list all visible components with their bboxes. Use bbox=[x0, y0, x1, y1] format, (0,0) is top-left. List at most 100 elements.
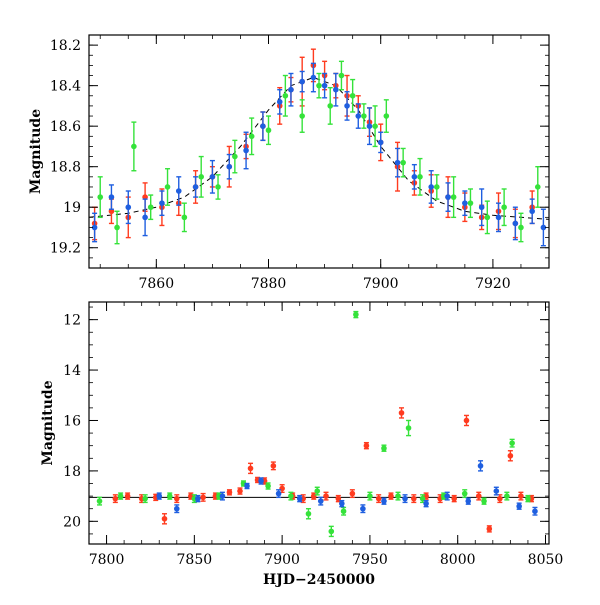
data-point-blue bbox=[276, 99, 283, 105]
data-point-blue bbox=[209, 174, 216, 180]
data-point-blue bbox=[360, 505, 366, 512]
data-point-blue bbox=[173, 505, 180, 512]
data-point-green bbox=[405, 425, 412, 431]
data-point-red bbox=[173, 495, 180, 502]
y-tick-label: 14 bbox=[63, 363, 81, 379]
data-point-blue bbox=[156, 493, 163, 499]
data-point-blue bbox=[195, 495, 201, 502]
data-point-green bbox=[147, 204, 154, 211]
data-point-blue bbox=[219, 493, 226, 499]
data-point-green bbox=[400, 159, 406, 166]
data-point-green bbox=[96, 498, 103, 504]
data-point-red bbox=[363, 442, 370, 449]
data-point-blue bbox=[243, 147, 249, 154]
data-point-red bbox=[237, 488, 243, 494]
data-point-green bbox=[114, 224, 120, 231]
data-point-blue bbox=[339, 500, 345, 507]
data-point-green bbox=[481, 498, 487, 504]
data-point-green bbox=[265, 483, 271, 489]
data-point-blue bbox=[381, 498, 387, 504]
data-point-green bbox=[461, 490, 468, 497]
model-curve bbox=[89, 76, 549, 220]
data-point-blue bbox=[159, 200, 165, 206]
data-point-red bbox=[247, 465, 254, 472]
y-tick-label: 18.8 bbox=[50, 160, 81, 176]
bottom-x-axis-label: HJD−2450000 bbox=[263, 572, 375, 588]
x-tick-label: 7920 bbox=[475, 276, 511, 292]
data-point-red bbox=[475, 493, 482, 499]
data-point-green bbox=[383, 113, 390, 119]
y-tick-label: 18.2 bbox=[50, 38, 81, 54]
data-point-green bbox=[316, 82, 322, 89]
data-point-green bbox=[361, 113, 367, 119]
data-point-blue bbox=[192, 184, 199, 190]
x-tick-label: 7900 bbox=[264, 552, 300, 568]
data-point-green bbox=[381, 445, 387, 452]
y-tick-label: 19 bbox=[63, 200, 81, 216]
data-point-red bbox=[497, 495, 503, 502]
y-tick-label: 18.4 bbox=[50, 79, 81, 95]
data-point-blue bbox=[142, 214, 148, 221]
data-point-green bbox=[166, 493, 173, 499]
bottom-axes-frame bbox=[88, 301, 550, 545]
data-point-green bbox=[349, 92, 356, 99]
data-point-blue bbox=[445, 194, 451, 200]
data-point-green bbox=[353, 311, 359, 318]
data-point-red bbox=[375, 495, 382, 502]
data-point-blue bbox=[333, 86, 339, 93]
data-point-red bbox=[124, 493, 131, 499]
x-tick-label: 7880 bbox=[251, 276, 287, 292]
bottom-data-points bbox=[96, 310, 538, 538]
data-point-green bbox=[340, 508, 347, 515]
data-point-blue bbox=[478, 204, 485, 211]
data-point-green bbox=[314, 488, 321, 494]
top-ticks: 7860 7880 7900 7920 18.2 18.4 18.6 18.8 19 19.2 bbox=[50, 34, 550, 292]
x-tick-label: 7860 bbox=[138, 276, 174, 292]
y-tick-label: 16 bbox=[63, 413, 81, 429]
y-tick-label: 20 bbox=[63, 514, 81, 530]
data-point-green bbox=[504, 493, 510, 499]
data-point-blue bbox=[108, 194, 115, 200]
data-point-blue bbox=[444, 493, 450, 499]
data-point-red bbox=[398, 410, 405, 416]
data-point-blue bbox=[529, 208, 535, 215]
data-point-green bbox=[117, 493, 124, 499]
data-point-green bbox=[372, 123, 378, 129]
data-point-blue bbox=[402, 495, 408, 502]
data-point-green bbox=[97, 194, 104, 200]
data-point-green bbox=[417, 174, 423, 180]
data-point-green bbox=[131, 143, 137, 150]
y-tick-label: 19.2 bbox=[50, 241, 81, 257]
data-point-green bbox=[328, 528, 335, 535]
top-y-axis-label: Magnitude bbox=[28, 109, 44, 194]
x-tick-label: 7800 bbox=[89, 552, 125, 568]
data-point-blue bbox=[175, 188, 182, 194]
data-point-blue bbox=[226, 163, 233, 170]
data-point-blue bbox=[258, 478, 264, 484]
data-point-green bbox=[181, 214, 188, 221]
data-point-green bbox=[484, 214, 491, 221]
data-point-blue bbox=[125, 204, 132, 211]
top-data-points bbox=[91, 48, 547, 247]
data-point-green bbox=[367, 493, 373, 499]
data-point-blue bbox=[91, 224, 98, 231]
data-point-blue bbox=[321, 82, 328, 89]
data-point-blue bbox=[516, 503, 522, 509]
data-point-red bbox=[270, 463, 277, 469]
data-point-green bbox=[525, 495, 531, 502]
data-point-blue bbox=[512, 220, 519, 227]
top-axes-frame bbox=[88, 34, 550, 269]
data-point-red bbox=[388, 493, 394, 499]
data-point-green bbox=[305, 510, 312, 517]
data-point-blue bbox=[477, 463, 484, 469]
x-tick-label: 7850 bbox=[177, 552, 213, 568]
top-plot-area bbox=[89, 48, 549, 247]
data-point-green bbox=[395, 493, 401, 499]
x-tick-label: 7900 bbox=[363, 276, 399, 292]
data-point-blue bbox=[288, 86, 294, 93]
data-point-blue bbox=[411, 174, 418, 180]
data-point-blue bbox=[310, 74, 317, 81]
data-point-blue bbox=[532, 508, 538, 515]
data-point-blue bbox=[465, 498, 472, 504]
